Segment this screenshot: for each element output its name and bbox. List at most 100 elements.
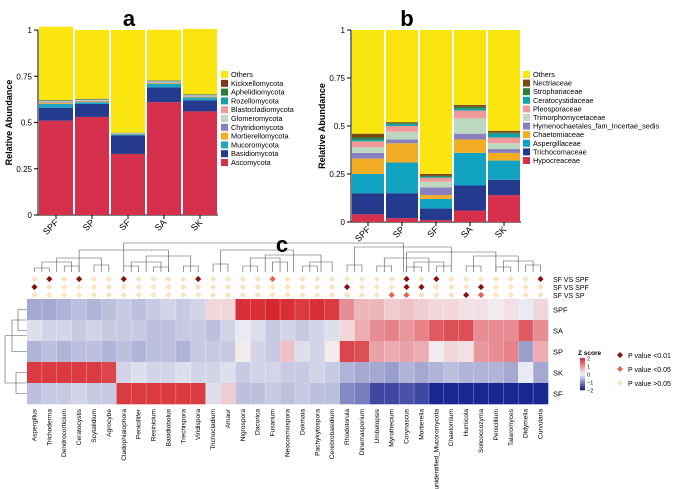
colorbar-segment xyxy=(580,358,585,361)
heatmap-cell-sf-agrocybe xyxy=(101,383,117,405)
heatmap-cell-spf-humicola xyxy=(458,299,474,321)
bar-segment-sk-chytridiomycota xyxy=(183,96,217,97)
heatmap-cell-sk-mortierella xyxy=(414,362,430,384)
legend-label: Ascomycota xyxy=(231,158,272,167)
bar-segment-spf-aspergillaceae xyxy=(352,174,384,194)
x-tick-label: SF xyxy=(425,224,441,240)
heatmap-cell-spf-dinemasporium xyxy=(354,299,370,321)
column-label: Ceratocystis xyxy=(76,408,83,445)
legend-swatch xyxy=(523,71,530,78)
significance-marker xyxy=(254,291,261,299)
bar-segment-sa-mucoromycota xyxy=(147,83,181,88)
significance-marker xyxy=(224,291,232,299)
legend-swatch xyxy=(221,106,228,114)
heatmap-cell-sf-corynascus xyxy=(399,383,415,405)
significance-marker xyxy=(165,275,172,283)
heatmap-cell-spf-rhodotorula xyxy=(339,299,355,321)
significance-marker xyxy=(135,283,142,291)
bar-segment-sk-trichocomaceae xyxy=(488,179,520,196)
x-tick-label: SPF xyxy=(41,217,61,237)
bar-segment-spf-trichocomaceae xyxy=(352,193,384,215)
significance-marker xyxy=(180,283,187,291)
significance-marker xyxy=(403,275,410,283)
colorbar-segment xyxy=(580,384,585,387)
heatmap-cell-sp-scytalidium xyxy=(86,341,102,363)
bar-segment-sp-basidiomycota xyxy=(75,104,109,117)
heatmap-cell-spf-scytalidium xyxy=(86,299,102,321)
heatmap-cell-sa-trichoderma xyxy=(41,320,58,342)
y-axis-title: Relative Abundance xyxy=(317,83,327,169)
heatmap-cell-sk-didymella xyxy=(518,362,534,384)
bar-segment-sk-strophariaceae xyxy=(488,132,520,134)
panel-label-a: a xyxy=(123,6,136,31)
significance-marker xyxy=(195,291,202,299)
column-label: Nigrospora xyxy=(240,409,247,442)
heatmap-cell-sp-fusarium xyxy=(265,341,281,363)
column-label: Basidiobolus xyxy=(165,408,172,446)
bar-segment-sf-pleosporaceae xyxy=(420,177,452,182)
y-tick-label: 0 xyxy=(341,218,346,227)
legend-swatch xyxy=(221,123,228,131)
significance-marker xyxy=(388,283,395,291)
significance-marker xyxy=(343,283,351,291)
legend-swatch xyxy=(523,139,530,147)
legend-label: Strophariaceae xyxy=(533,87,583,96)
bar-segment-spf-mucoromycota xyxy=(39,104,73,108)
legend-swatch xyxy=(221,150,228,158)
bar-segment-sa-others xyxy=(147,29,181,81)
significance-marker xyxy=(343,275,351,283)
heatmap-cell-sa-dinemasporium xyxy=(354,320,370,342)
row-label: SA xyxy=(553,327,563,336)
x-tick-label: SA xyxy=(153,217,169,233)
bar-segment-sf-basidiomycota xyxy=(111,135,145,154)
heatmap-cell-sa-agrocybe xyxy=(101,320,117,342)
bar-segment-sa-nectriaceae xyxy=(454,104,486,107)
significance-marker xyxy=(150,283,157,291)
heatmap-cell-spf-chaetomium xyxy=(443,299,459,321)
heatmap-cell-sa-cladophialophora xyxy=(116,320,132,342)
heatmap-cell-sp-penicillifer xyxy=(131,341,147,363)
heatmap-cell-sp-dokmaia xyxy=(294,341,311,363)
heatmap-cell-sf-amaurascopsis xyxy=(220,383,236,405)
bar-segment-sa-pleosporaceae xyxy=(454,110,486,119)
significance-marker xyxy=(224,275,232,283)
column-label: Viridispora xyxy=(195,409,202,440)
legend-label: Pleosporaceae xyxy=(533,104,582,113)
significance-marker xyxy=(314,283,321,291)
heatmap-cell-sk-chaetomium xyxy=(443,362,459,384)
heatmap-cell-sa-dendrocorticium xyxy=(56,320,72,342)
heatmap-cell-sk-pachykytospora xyxy=(309,362,326,384)
heatmap-cell-spf-didymella xyxy=(518,299,534,321)
significance-marker xyxy=(209,291,217,299)
significance-marker xyxy=(195,283,202,291)
significance-marker xyxy=(388,275,395,283)
column-label: Trechispora xyxy=(180,409,187,444)
colorbar-segment xyxy=(580,364,585,367)
significance-marker xyxy=(150,291,157,299)
significance-marker xyxy=(105,283,112,291)
heatmap-cell-sp-chaetomium xyxy=(443,341,459,363)
legend-swatch xyxy=(523,88,530,96)
significance-marker xyxy=(239,291,246,299)
column-label: Cladophialophora xyxy=(121,409,128,461)
bar-segment-spf-chytridiomycota xyxy=(39,102,73,104)
x-tick-label: SF xyxy=(117,217,133,233)
heatmap-cell-sf-fusarium xyxy=(265,383,281,405)
bar-segment-sp-chytridiomycota xyxy=(75,100,109,102)
bar-segment-sk-others xyxy=(183,28,217,95)
bar-segment-spf-hymenochaetales-fam-incertae-sedis xyxy=(352,152,384,159)
heatmap-cell-spf-penicillium xyxy=(488,299,504,321)
heatmap-cell-sf-chaetomium xyxy=(443,383,459,405)
legend-swatch xyxy=(523,157,530,164)
heatmap-cell-sp-basidiobolus xyxy=(160,341,177,363)
heatmap-cell-sf-pachykytospora xyxy=(309,383,326,405)
heatmap-cell-spf-mortierella xyxy=(414,299,430,321)
bar-segment-sk-others xyxy=(488,30,520,131)
significance-legend-marker xyxy=(617,366,623,372)
heatmap-cell-sa-didymella xyxy=(518,320,534,342)
heatmap-cell-sk-trichoderma xyxy=(41,362,58,384)
colorbar-tick-label: 2 xyxy=(587,357,590,363)
significance-marker xyxy=(373,283,380,291)
heatmap-cell-sp-pachykytospora xyxy=(309,341,326,363)
bar-segment-sk-ascomycota xyxy=(183,111,217,215)
